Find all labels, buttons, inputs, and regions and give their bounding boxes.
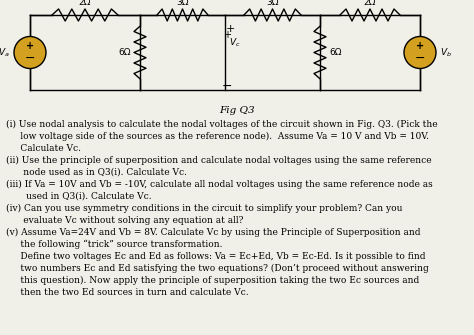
Text: −: −: [25, 52, 35, 65]
Text: Calculate Vc.: Calculate Vc.: [6, 144, 81, 153]
Circle shape: [14, 37, 46, 68]
Text: this question). Now apply the principle of superposition taking the two Ec sourc: this question). Now apply the principle …: [6, 276, 419, 285]
Text: 3Ω: 3Ω: [266, 0, 279, 7]
Text: (ii) Use the principle of superposition and calculate nodal voltages using the s: (ii) Use the principle of superposition …: [6, 156, 432, 165]
Text: 6Ω: 6Ω: [329, 48, 341, 57]
Text: +: +: [416, 41, 424, 51]
Text: node used as in Q3(i). Calculate Vc.: node used as in Q3(i). Calculate Vc.: [6, 168, 187, 177]
Text: the following “trick” source transformation.: the following “trick” source transformat…: [6, 240, 222, 249]
Text: $V_b$: $V_b$: [440, 46, 452, 59]
Text: −: −: [415, 52, 425, 65]
Text: +: +: [223, 29, 231, 40]
Text: +: +: [26, 41, 34, 51]
Text: (iv) Can you use symmetry conditions in the circuit to simplify your problem? Ca: (iv) Can you use symmetry conditions in …: [6, 204, 402, 213]
Text: +: +: [225, 24, 235, 34]
Text: 3Ω: 3Ω: [176, 0, 189, 7]
Text: used in Q3(i). Calculate Vc.: used in Q3(i). Calculate Vc.: [6, 192, 152, 201]
Text: −: −: [222, 79, 232, 92]
Text: (v) Assume Va=24V and Vb = 8V. Calculate Vc by using the Principle of Superposit: (v) Assume Va=24V and Vb = 8V. Calculate…: [6, 228, 420, 237]
Text: low voltage side of the sources as the reference node).  Assume Va = 10 V and Vb: low voltage side of the sources as the r…: [6, 132, 429, 141]
Text: 2Ω: 2Ω: [364, 0, 376, 7]
Text: (i) Use nodal analysis to calculate the nodal voltages of the circuit shown in F: (i) Use nodal analysis to calculate the …: [6, 120, 438, 129]
Text: $V_a$: $V_a$: [0, 46, 10, 59]
Text: 2Ω: 2Ω: [79, 0, 91, 7]
Text: (iii) If Va = 10V and Vb = -10V, calculate all nodal voltages using the same ref: (iii) If Va = 10V and Vb = -10V, calcula…: [6, 180, 433, 189]
Text: evaluate Vc without solving any equation at all?: evaluate Vc without solving any equation…: [6, 216, 243, 225]
Text: two numbers Ec and Ed satisfying the two equations? (Don’t proceed without answe: two numbers Ec and Ed satisfying the two…: [6, 264, 429, 273]
Circle shape: [404, 37, 436, 68]
Text: Fig Q3: Fig Q3: [219, 106, 255, 115]
Text: 6Ω: 6Ω: [118, 48, 131, 57]
Text: Define two voltages Ec and Ed as follows: Va = Ec+Ed, Vb = Ec-Ed. Is it possible: Define two voltages Ec and Ed as follows…: [6, 252, 426, 261]
Text: then the two Ed sources in turn and calculate Vc.: then the two Ed sources in turn and calc…: [6, 288, 249, 297]
Text: $V_c$: $V_c$: [229, 36, 241, 49]
